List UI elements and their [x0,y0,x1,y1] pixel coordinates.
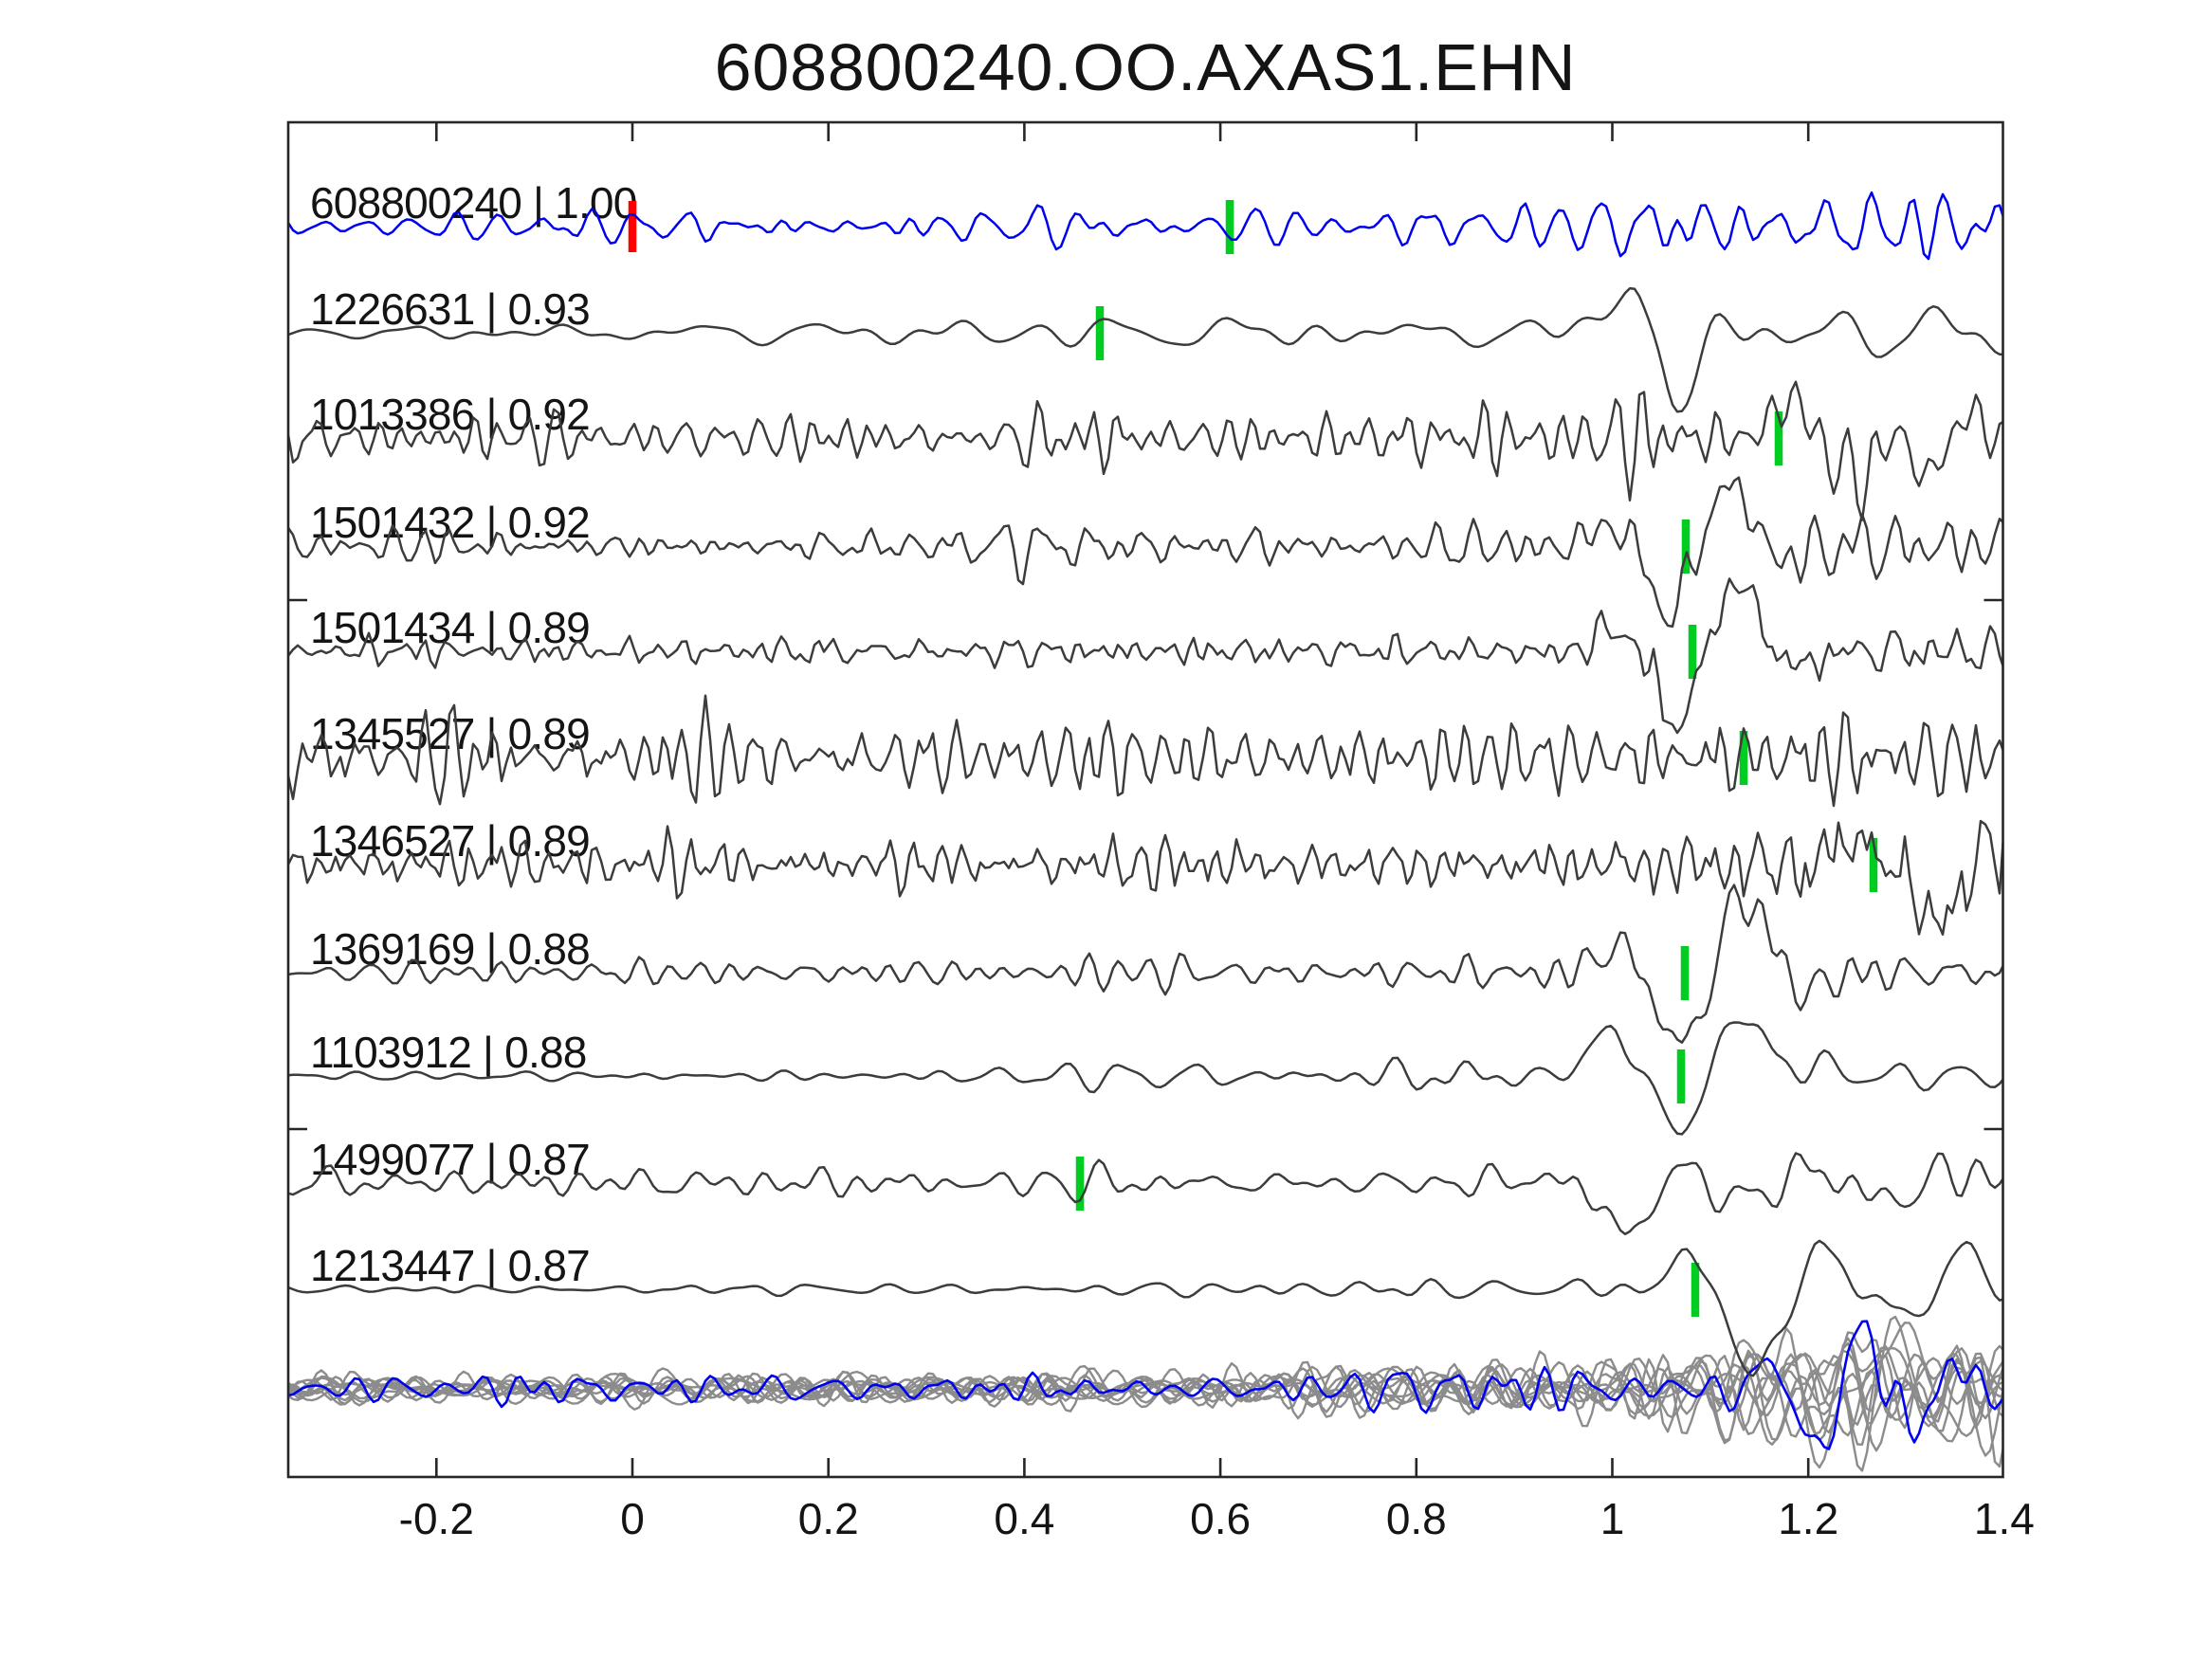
svg-text:0.2: 0.2 [798,1494,859,1543]
svg-text:1499077 | 0.87: 1499077 | 0.87 [310,1135,590,1184]
svg-text:1.4: 1.4 [1974,1494,2035,1543]
svg-text:-0.2: -0.2 [399,1494,474,1543]
svg-text:1213447 | 0.87: 1213447 | 0.87 [310,1241,590,1290]
svg-text:608800240.OO.AXAS1.EHN: 608800240.OO.AXAS1.EHN [715,30,1577,104]
svg-text:1226631 | 0.93: 1226631 | 0.93 [310,284,590,334]
svg-text:608800240 | 1.00: 608800240 | 1.00 [310,178,637,228]
svg-text:1369169 | 0.88: 1369169 | 0.88 [310,924,590,974]
svg-text:0.6: 0.6 [1190,1494,1251,1543]
svg-text:0.8: 0.8 [1386,1494,1447,1543]
svg-text:1501432 | 0.92: 1501432 | 0.92 [310,498,590,547]
svg-text:1: 1 [1600,1494,1625,1543]
svg-text:1103912 | 0.88: 1103912 | 0.88 [310,1028,587,1077]
svg-text:0.4: 0.4 [994,1494,1054,1543]
svg-text:1.2: 1.2 [1778,1494,1838,1543]
svg-text:0: 0 [620,1494,645,1543]
